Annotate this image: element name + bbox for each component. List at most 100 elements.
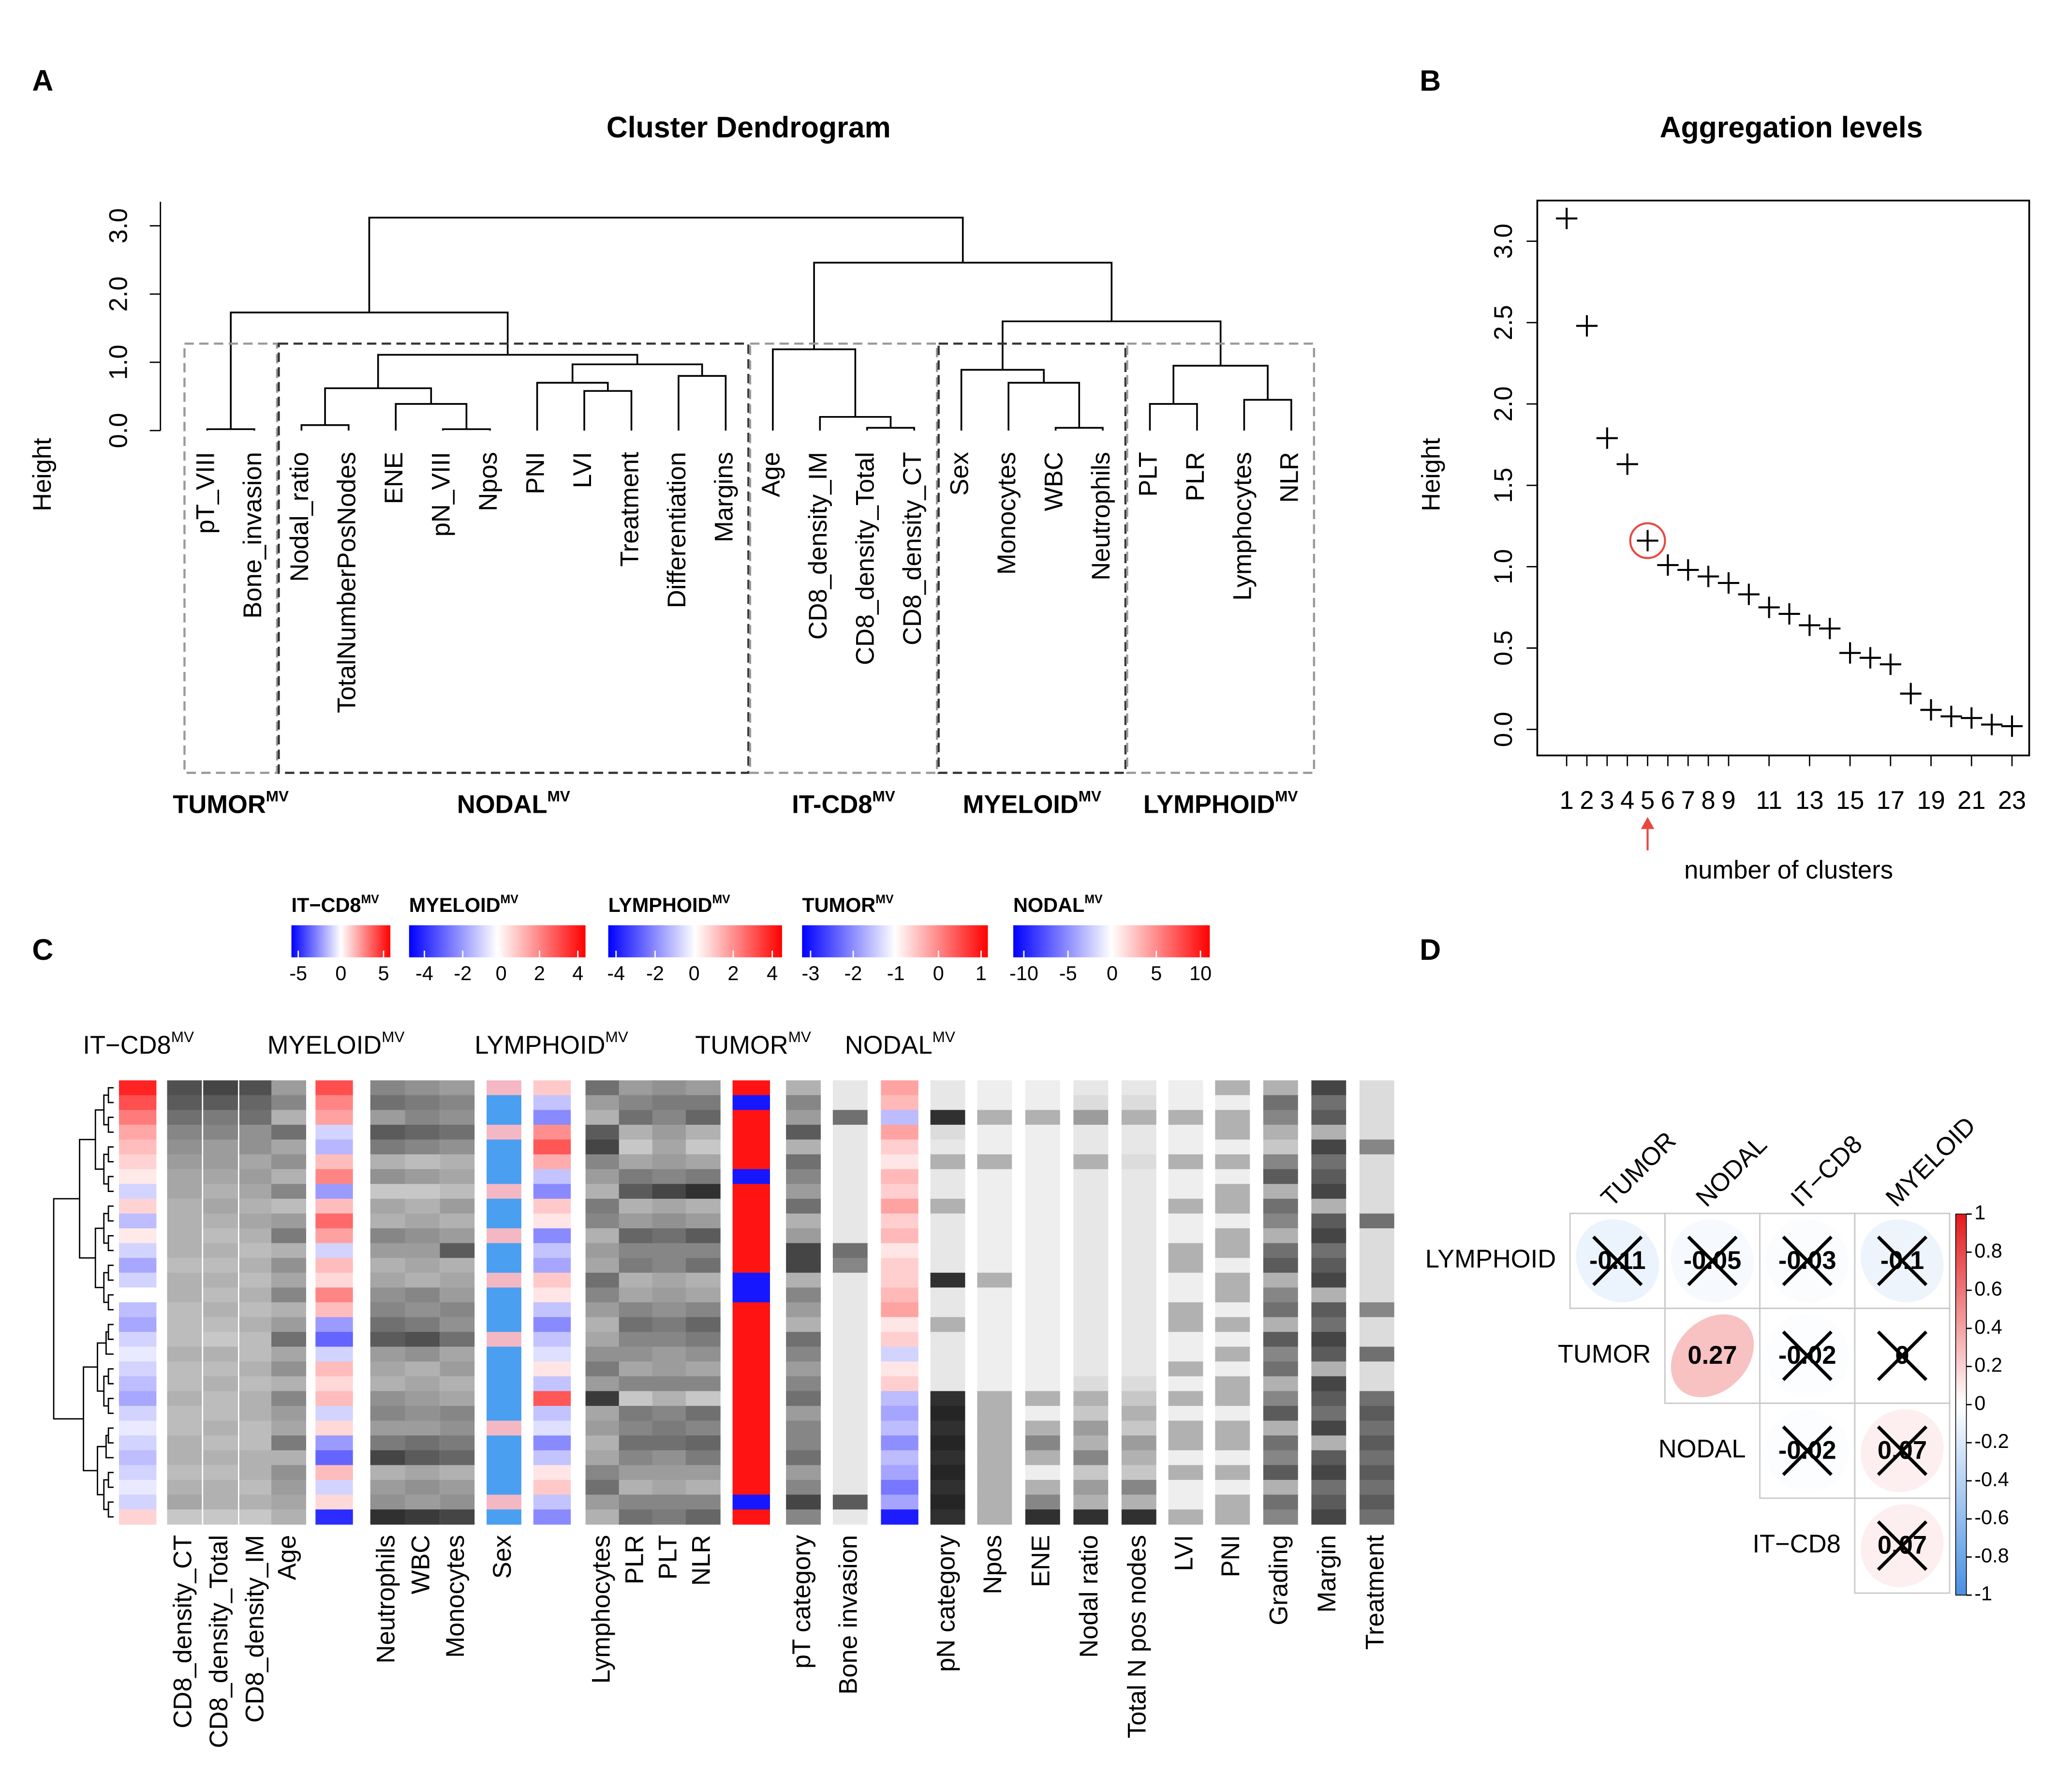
- heat-cell: [1168, 1450, 1203, 1466]
- heat-cell: [203, 1110, 238, 1125]
- heat-cell: [786, 1095, 821, 1111]
- heat-cell: [239, 1169, 274, 1185]
- heat-cell: [1359, 1391, 1394, 1406]
- dendrogram-link: [368, 217, 964, 313]
- heat-cell: [585, 1346, 621, 1362]
- heat-cell: [881, 1494, 918, 1510]
- heat-cell: [1215, 1406, 1250, 1421]
- heat-cell: [832, 1080, 868, 1096]
- heat-cell: [271, 1346, 306, 1362]
- y-tick-label: 2.0: [104, 276, 133, 312]
- heat-cell: [685, 1287, 721, 1303]
- heat-cell: [440, 1198, 475, 1214]
- heat-cell: [119, 1435, 157, 1451]
- heat-cell: [1263, 1420, 1298, 1436]
- heat-cell: [1311, 1243, 1347, 1259]
- heat-cell: [440, 1465, 475, 1480]
- heat-cell: [405, 1361, 440, 1377]
- dendrogram-link: [583, 390, 633, 431]
- heat-cell: [203, 1169, 238, 1185]
- heat-cell: [271, 1480, 306, 1495]
- point: [1981, 714, 2003, 735]
- heat-cell: [1359, 1272, 1394, 1288]
- heat-cell: [440, 1184, 475, 1199]
- dendrogram-link: [1149, 403, 1198, 431]
- row-dendrogram: [107, 1087, 114, 1103]
- heat-cell: [832, 1124, 868, 1140]
- heat-cell: [619, 1272, 654, 1288]
- column-label: LVI: [1169, 1535, 1198, 1571]
- heat-cell: [585, 1139, 621, 1155]
- heat-cell: [1215, 1110, 1250, 1125]
- heat-cell: [732, 1465, 770, 1480]
- heat-cell: [585, 1272, 621, 1288]
- heat-cell: [786, 1480, 821, 1495]
- heat-cell: [119, 1302, 157, 1318]
- heat-cell: [619, 1302, 654, 1318]
- colorbar-tick-label: 0: [496, 962, 507, 984]
- x-tick-label: 13: [1795, 786, 1823, 815]
- heat-cell: [652, 1435, 687, 1451]
- heat-cell: [203, 1080, 238, 1096]
- panel-label: D: [1420, 933, 1441, 966]
- cluster-label-sup: MV: [1275, 788, 1298, 805]
- heat-cell: [619, 1346, 654, 1362]
- heat-cell: [786, 1258, 821, 1273]
- x-tick-label: 2: [1580, 786, 1594, 815]
- heat-cell: [1263, 1287, 1298, 1303]
- heat-cell: [977, 1406, 1012, 1421]
- heat-cell: [315, 1272, 353, 1288]
- heat-cell: [533, 1198, 571, 1214]
- heat-cell: [405, 1272, 440, 1288]
- heat-cell: [1215, 1080, 1250, 1096]
- heat-cell: [203, 1302, 238, 1318]
- heat-cell: [1025, 1406, 1060, 1421]
- heat-cell: [203, 1184, 238, 1199]
- point: [1657, 554, 1679, 576]
- row-dendrogram: [105, 1434, 114, 1459]
- heat-cell: [487, 1361, 521, 1377]
- heat-cell: [239, 1361, 274, 1377]
- colorbar-tick-label: 1: [1974, 1201, 1985, 1224]
- heat-cell: [685, 1302, 721, 1318]
- heat-cell: [405, 1110, 440, 1125]
- heat-cell: [1263, 1258, 1298, 1273]
- leaf-label: Bone_invasion: [238, 452, 267, 618]
- heat-cell: [487, 1450, 521, 1466]
- heat-cell: [119, 1110, 157, 1125]
- heat-cell: [832, 1509, 868, 1525]
- heat-cell: [881, 1139, 918, 1155]
- heat-cell: [405, 1332, 440, 1347]
- heat-cell: [585, 1080, 621, 1096]
- colorbar-tick-label: -2: [454, 962, 472, 984]
- heat-cell: [440, 1287, 475, 1303]
- heat-cell: [1263, 1435, 1298, 1451]
- heat-cell: [732, 1184, 770, 1199]
- heat-cell: [119, 1154, 157, 1170]
- heat-cell: [533, 1450, 571, 1466]
- heat-cell: [487, 1243, 521, 1259]
- heat-cell: [1168, 1406, 1203, 1421]
- heat-cell: [1025, 1509, 1060, 1525]
- heat-cell: [239, 1228, 274, 1244]
- point: [1920, 699, 1942, 721]
- heat-cell: [1359, 1287, 1394, 1303]
- heat-cell: [977, 1302, 1012, 1318]
- heat-cell: [832, 1391, 868, 1406]
- heat-cell: [1025, 1302, 1060, 1318]
- heat-cell: [881, 1332, 918, 1347]
- heat-cell: [732, 1346, 770, 1362]
- heat-cell: [786, 1198, 821, 1214]
- heat-cell: [315, 1420, 353, 1436]
- heat-cell: [1073, 1361, 1109, 1377]
- heat-cell: [732, 1494, 770, 1510]
- point: [1616, 453, 1638, 475]
- heat-cell: [619, 1198, 654, 1214]
- heat-cell: [167, 1243, 202, 1259]
- heat-cell: [271, 1302, 306, 1318]
- heat-cell: [370, 1272, 405, 1288]
- heat-cell: [271, 1213, 306, 1229]
- heat-cell: [440, 1480, 475, 1495]
- row-dendrogram: [79, 1139, 96, 1259]
- heat-cell: [203, 1391, 238, 1406]
